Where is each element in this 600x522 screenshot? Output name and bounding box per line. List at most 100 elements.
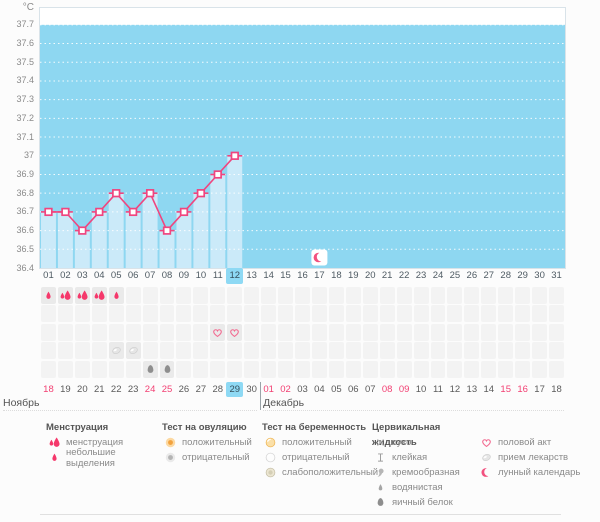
menstruation-cell-day-7[interactable] xyxy=(142,287,158,304)
tests-cell-day-10[interactable] xyxy=(193,305,209,323)
tests-cell-day-26[interactable] xyxy=(464,305,480,323)
cervical-fluid-cell-day-22[interactable] xyxy=(396,360,412,378)
cycle-day-01[interactable]: 01 xyxy=(43,270,54,281)
intercourse-cell-day-3[interactable] xyxy=(74,323,90,341)
intercourse-cell-day-28[interactable] xyxy=(498,323,514,341)
menstruation-cell-day-31[interactable] xyxy=(549,287,564,304)
cervical-fluid-cell-day-20[interactable] xyxy=(362,360,378,378)
tests-cell-day-4[interactable] xyxy=(91,305,107,323)
cycle-day-13[interactable]: 13 xyxy=(246,270,257,281)
menstruation-cell-day-26[interactable] xyxy=(464,287,480,304)
tests-cell-day-15[interactable] xyxy=(278,305,294,323)
cervical-fluid-cell-day-18[interactable] xyxy=(328,360,344,378)
medication-cell-day-30[interactable] xyxy=(532,342,548,360)
temperature-chart[interactable] xyxy=(39,7,566,269)
cycle-day-25[interactable]: 25 xyxy=(449,270,461,281)
cycle-day-10[interactable]: 10 xyxy=(195,270,207,281)
tests-cell-day-27[interactable] xyxy=(481,305,497,323)
tests-cell-day-18[interactable] xyxy=(328,305,344,323)
menstruation-cell-day-17[interactable] xyxy=(311,287,327,304)
tests-cell-day-11[interactable] xyxy=(210,305,226,323)
tests-cell-day-25[interactable] xyxy=(447,305,463,323)
tests-cell-day-5[interactable] xyxy=(108,305,124,323)
temperature-plot[interactable] xyxy=(40,8,565,268)
medication-cell-day-17[interactable] xyxy=(311,342,327,360)
tests-cell-day-16[interactable] xyxy=(295,305,310,323)
intercourse-cell-day-29[interactable] xyxy=(515,323,531,341)
medication-cell-day-21[interactable] xyxy=(379,342,395,360)
cervical-fluid-cell-day-16[interactable] xyxy=(295,360,310,378)
tests-cell-day-6[interactable] xyxy=(125,305,141,323)
intercourse-cell-day-30[interactable] xyxy=(532,323,548,341)
medication-cell-day-3[interactable] xyxy=(74,342,90,360)
intercourse-cell-day-16[interactable] xyxy=(295,323,310,341)
cycle-day-29[interactable]: 29 xyxy=(517,270,528,281)
intercourse-cell-day-1[interactable] xyxy=(41,323,56,341)
medication-cell-day-13[interactable] xyxy=(244,342,260,360)
cycle-day-24[interactable]: 24 xyxy=(432,270,444,281)
tests-cell-day-22[interactable] xyxy=(396,305,412,323)
menstruation-cell-day-20[interactable] xyxy=(362,287,378,304)
menstruation-cell-day-15[interactable] xyxy=(278,287,294,304)
cervical-fluid-cell-day-27[interactable] xyxy=(481,360,497,378)
medication-cell-day-4[interactable] xyxy=(91,342,107,360)
cervical-fluid-cell-day-3[interactable] xyxy=(74,360,90,378)
intercourse-cell-day-22[interactable] xyxy=(396,323,412,341)
tests-cell-day-2[interactable] xyxy=(57,305,73,323)
medication-cell-day-25[interactable] xyxy=(447,342,463,360)
menstruation-cell-day-14[interactable] xyxy=(261,287,277,304)
cycle-day-09[interactable]: 09 xyxy=(178,270,190,281)
medication-cell-day-10[interactable] xyxy=(193,342,209,360)
cycle-day-02[interactable]: 02 xyxy=(60,270,71,281)
intercourse-cell-day-5[interactable] xyxy=(108,323,124,341)
cycle-day-07[interactable]: 07 xyxy=(144,270,156,281)
cervical-fluid-cell-day-24[interactable] xyxy=(430,360,446,378)
intercourse-cell-day-9[interactable] xyxy=(176,323,192,341)
medication-cell-day-23[interactable] xyxy=(413,342,429,360)
intercourse-cell-day-8[interactable] xyxy=(159,323,175,341)
tests-cell-day-24[interactable] xyxy=(430,305,446,323)
menstruation-cell-day-5[interactable] xyxy=(108,287,124,304)
cervical-fluid-cell-day-26[interactable] xyxy=(464,360,480,378)
cervical-fluid-cell-day-9[interactable] xyxy=(176,360,192,378)
tests-cell-day-23[interactable] xyxy=(413,305,429,323)
menstruation-cell-day-3[interactable] xyxy=(74,287,90,304)
cycle-day-20[interactable]: 20 xyxy=(364,270,376,281)
menstruation-cell-day-2[interactable] xyxy=(57,287,73,304)
cervical-fluid-cell-day-1[interactable] xyxy=(41,360,56,378)
intercourse-cell-day-13[interactable] xyxy=(244,323,260,341)
menstruation-cell-day-4[interactable] xyxy=(91,287,107,304)
cycle-day-04[interactable]: 04 xyxy=(93,270,105,281)
tests-cell-day-13[interactable] xyxy=(244,305,260,323)
intercourse-cell-day-31[interactable] xyxy=(549,323,564,341)
intercourse-cell-day-17[interactable] xyxy=(311,323,327,341)
cervical-fluid-cell-day-10[interactable] xyxy=(193,360,209,378)
cervical-fluid-cell-day-29[interactable] xyxy=(515,360,531,378)
menstruation-cell-day-11[interactable] xyxy=(210,287,226,304)
tests-cell-day-12[interactable] xyxy=(227,305,243,323)
menstruation-cell-day-29[interactable] xyxy=(515,287,531,304)
tests-cell-day-8[interactable] xyxy=(159,305,175,323)
intercourse-cell-day-24[interactable] xyxy=(430,323,446,341)
medication-cell-day-27[interactable] xyxy=(481,342,497,360)
menstruation-cell-day-27[interactable] xyxy=(481,287,497,304)
intercourse-cell-day-15[interactable] xyxy=(278,323,294,341)
cycle-day-05[interactable]: 05 xyxy=(110,270,122,281)
medication-cell-day-6[interactable] xyxy=(125,342,141,360)
tests-cell-day-9[interactable] xyxy=(176,305,192,323)
intercourse-cell-day-21[interactable] xyxy=(379,323,395,341)
menstruation-cell-day-28[interactable] xyxy=(498,287,514,304)
cervical-fluid-cell-day-31[interactable] xyxy=(549,360,564,378)
intercourse-cell-day-25[interactable] xyxy=(447,323,463,341)
medication-cell-day-12[interactable] xyxy=(227,342,243,360)
cervical-fluid-cell-day-2[interactable] xyxy=(57,360,73,378)
tests-cell-day-29[interactable] xyxy=(515,305,531,323)
cervical-fluid-cell-day-8[interactable] xyxy=(159,360,175,378)
menstruation-cell-day-25[interactable] xyxy=(447,287,463,304)
cycle-day-19[interactable]: 19 xyxy=(348,270,359,281)
tests-cell-day-28[interactable] xyxy=(498,305,514,323)
cycle-day-15[interactable]: 15 xyxy=(280,270,291,281)
menstruation-cell-day-16[interactable] xyxy=(295,287,310,304)
medication-cell-day-24[interactable] xyxy=(430,342,446,360)
medication-cell-day-22[interactable] xyxy=(396,342,412,360)
